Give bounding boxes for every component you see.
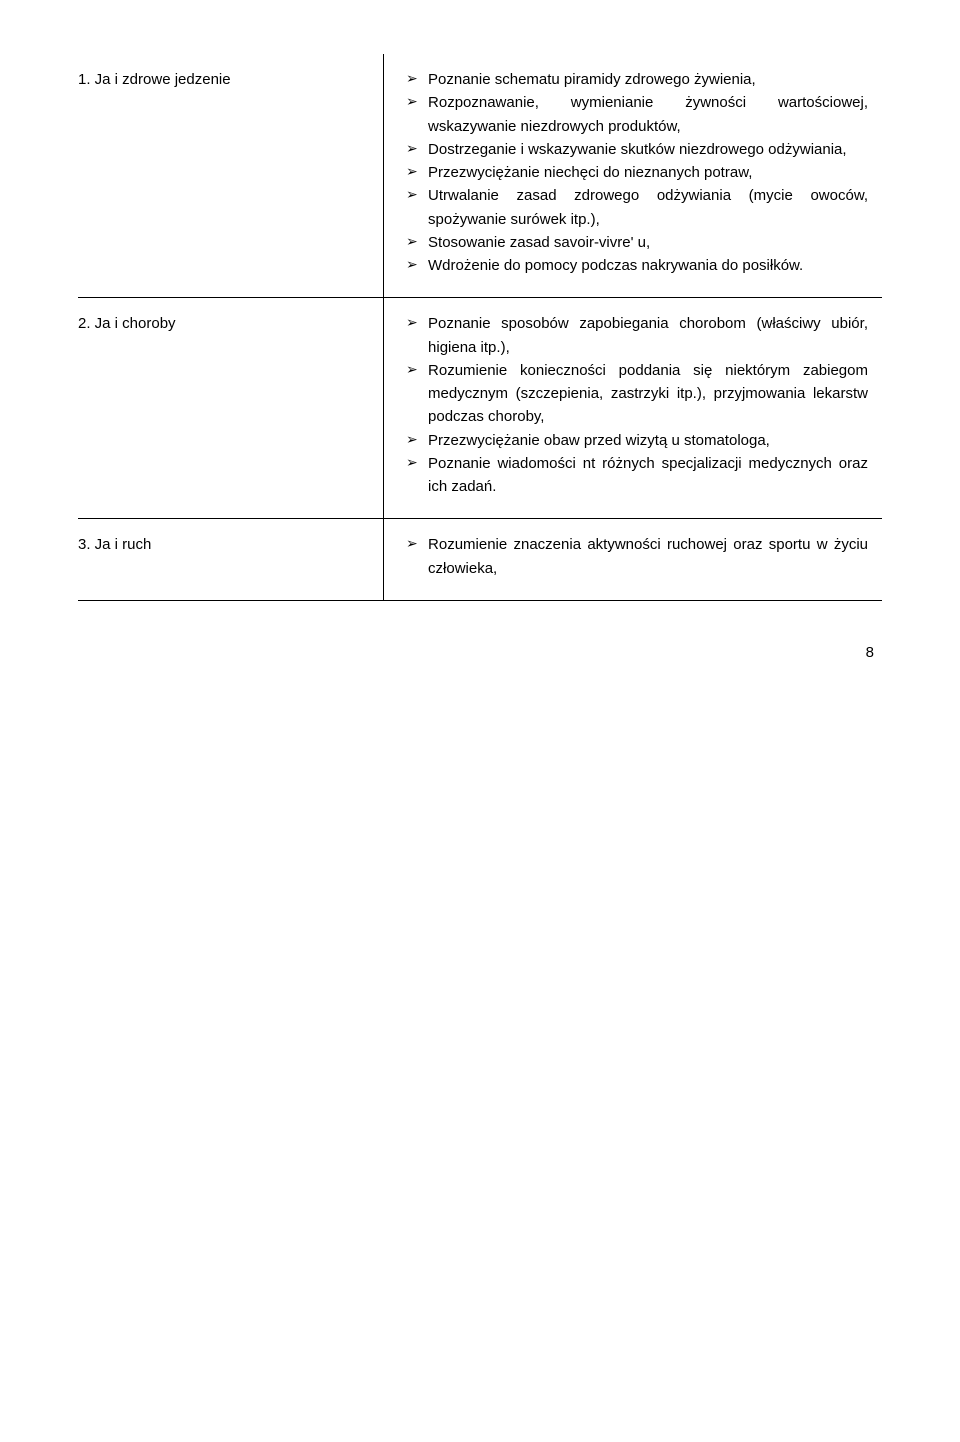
item-text: Rozpoznawanie, wymienianie żywności wart… <box>428 94 868 134</box>
section-title: 3. Ja i ruch <box>78 533 369 556</box>
list-item: ➢ Poznanie sposobów zapobiegania chorobom… <box>406 312 868 359</box>
item-text: Stosowanie zasad savoir-vivre' u, <box>428 234 650 251</box>
section-title-cell: 1. Ja i zdrowe jedzenie <box>78 54 384 298</box>
chevron-right-icon: ➢ <box>406 533 418 555</box>
section-title: 2. Ja i choroby <box>78 312 369 335</box>
chevron-right-icon: ➢ <box>406 429 418 451</box>
item-text: Wdrożenie do pomocy podczas nakrywania d… <box>428 257 803 274</box>
list-item: ➢ Poznanie schematu piramidy zdrowego żyw… <box>406 68 868 91</box>
item-text: Przezwyciężanie niechęci do nieznanych p… <box>428 164 752 181</box>
section-items-cell: ➢ Poznanie sposobów zapobiegania chorobom… <box>384 298 882 519</box>
table-row: 2. Ja i choroby ➢ Poznanie sposobów zapob… <box>78 298 882 519</box>
chevron-right-icon: ➢ <box>406 452 418 474</box>
chevron-right-icon: ➢ <box>406 161 418 183</box>
list-item: ➢ Stosowanie zasad savoir-vivre' u, <box>406 231 868 254</box>
bullet-list: ➢ Rozumienie znaczenia aktywności ruchowe… <box>406 533 868 580</box>
list-item: ➢ Poznanie wiadomości nt różnych specjali… <box>406 452 868 499</box>
section-items-cell: ➢ Poznanie schematu piramidy zdrowego żyw… <box>384 54 882 298</box>
chevron-right-icon: ➢ <box>406 138 418 160</box>
chevron-right-icon: ➢ <box>406 254 418 276</box>
section-title: 1. Ja i zdrowe jedzenie <box>78 68 369 91</box>
item-text: Dostrzeganie i wskazywanie skutków niezd… <box>428 141 847 158</box>
section-items-cell: ➢ Rozumienie znaczenia aktywności ruchowe… <box>384 519 882 601</box>
item-text: Rozumienie znaczenia aktywności ruchowej… <box>428 536 868 576</box>
chevron-right-icon: ➢ <box>406 68 418 90</box>
list-item: ➢ Wdrożenie do pomocy podczas nakrywania … <box>406 254 868 277</box>
list-item: ➢ Przezwyciężanie obaw przed wizytą u sto… <box>406 429 868 452</box>
page-number: 8 <box>78 601 882 664</box>
chevron-right-icon: ➢ <box>406 359 418 381</box>
bullet-list: ➢ Poznanie sposobów zapobiegania chorobom… <box>406 312 868 498</box>
list-item: ➢ Dostrzeganie i wskazywanie skutków niez… <box>406 138 868 161</box>
item-text: Poznanie sposobów zapobiegania chorobom … <box>428 315 868 355</box>
item-text: Przezwyciężanie obaw przed wizytą u stom… <box>428 432 770 449</box>
table-row: 3. Ja i ruch ➢ Rozumienie znaczenia aktyw… <box>78 519 882 601</box>
list-item: ➢ Rozpoznawanie, wymienianie żywności war… <box>406 91 868 138</box>
list-item: ➢ Przezwyciężanie niechęci do nieznanych … <box>406 161 868 184</box>
chevron-right-icon: ➢ <box>406 184 418 206</box>
list-item: ➢ Utrwalanie zasad zdrowego odżywiania (m… <box>406 184 868 231</box>
chevron-right-icon: ➢ <box>406 312 418 334</box>
table-row: 1. Ja i zdrowe jedzenie ➢ Poznanie schema… <box>78 54 882 298</box>
content-table: 1. Ja i zdrowe jedzenie ➢ Poznanie schema… <box>78 54 882 601</box>
chevron-right-icon: ➢ <box>406 231 418 253</box>
list-item: ➢ Rozumienie znaczenia aktywności ruchowe… <box>406 533 868 580</box>
item-text: Rozumienie konieczności poddania się nie… <box>428 362 868 426</box>
chevron-right-icon: ➢ <box>406 91 418 113</box>
item-text: Utrwalanie zasad zdrowego odżywiania (my… <box>428 187 868 227</box>
bullet-list: ➢ Poznanie schematu piramidy zdrowego żyw… <box>406 68 868 277</box>
list-item: ➢ Rozumienie konieczności poddania się ni… <box>406 359 868 429</box>
section-title-cell: 3. Ja i ruch <box>78 519 384 601</box>
section-title-cell: 2. Ja i choroby <box>78 298 384 519</box>
item-text: Poznanie wiadomości nt różnych specjaliz… <box>428 455 868 495</box>
item-text: Poznanie schematu piramidy zdrowego żywi… <box>428 71 756 88</box>
